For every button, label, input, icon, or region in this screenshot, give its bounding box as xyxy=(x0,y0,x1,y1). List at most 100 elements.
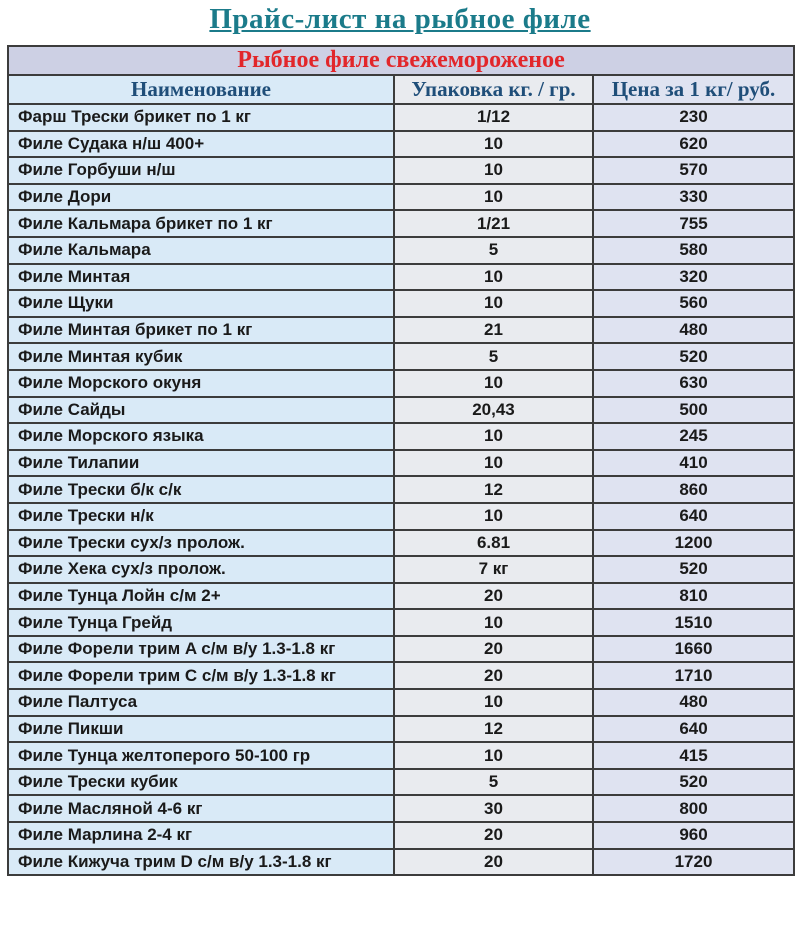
cell-pack: 20,43 xyxy=(393,395,594,425)
cell-price: 320 xyxy=(592,262,795,292)
column-header-price: Цена за 1 кг/ руб. xyxy=(592,74,795,105)
table-row: Филе Морского окуня 10 630 xyxy=(7,368,795,398)
cell-price: 410 xyxy=(592,448,795,478)
cell-pack: 21 xyxy=(393,315,594,345)
cell-pack: 10 xyxy=(393,156,594,185)
cell-price: 810 xyxy=(592,581,795,611)
cell-name: Филе Морского языка xyxy=(7,422,395,451)
cell-name: Филе Масляной 4-6 кг xyxy=(7,794,395,824)
cell-price: 860 xyxy=(592,475,795,504)
cell-price: 640 xyxy=(592,714,795,744)
cell-name: Филе Пикши xyxy=(7,714,395,744)
cell-price: 480 xyxy=(592,315,795,345)
cell-name: Филе Тилапии xyxy=(7,448,395,478)
cell-price: 520 xyxy=(592,342,795,371)
cell-price: 1710 xyxy=(592,661,795,691)
cell-name: Филе Тунца Лойн с/м 2+ xyxy=(7,581,395,611)
cell-price: 560 xyxy=(592,289,795,318)
cell-price: 500 xyxy=(592,395,795,425)
cell-name: Филе Сайды xyxy=(7,395,395,425)
table-row: Филе Тунца желтоперого 50-100 гр 10 415 xyxy=(7,741,795,770)
table-row: Филе Кальмара 5 580 xyxy=(7,235,795,265)
cell-name: Фарш Трески брикет по 1 кг xyxy=(7,103,395,132)
table-row: Филе Тилапии 10 410 xyxy=(7,448,795,478)
table-row: Филе Трески сух/з пролож. 6.81 1200 xyxy=(7,528,795,558)
cell-price: 1510 xyxy=(592,608,795,637)
cell-price: 755 xyxy=(592,209,795,238)
table-row: Филе Форели трим C с/м в/у 1.3-1.8 кг 20 1… xyxy=(7,661,795,691)
table-row: Филе Дори 10 330 xyxy=(7,182,795,212)
cell-pack: 7 кг xyxy=(393,555,594,584)
cell-pack: 10 xyxy=(393,129,594,159)
cell-name: Филе Трески н/к xyxy=(7,501,395,531)
cell-pack: 20 xyxy=(393,821,594,850)
cell-pack: 10 xyxy=(393,182,594,212)
cell-pack: 10 xyxy=(393,501,594,531)
cell-name: Филе Форели трим C с/м в/у 1.3-1.8 кг xyxy=(7,661,395,691)
cell-price: 520 xyxy=(592,767,795,797)
table-row: Филе Щуки 10 560 xyxy=(7,289,795,318)
cell-price: 520 xyxy=(592,555,795,584)
cell-pack: 1/21 xyxy=(393,209,594,238)
table-row: Филе Минтая брикет по 1 кг 21 480 xyxy=(7,315,795,345)
table-row: Филе Сайды 20,43 500 xyxy=(7,395,795,425)
table-row: Филе Минтая 10 320 xyxy=(7,262,795,292)
cell-name: Филе Трески кубик xyxy=(7,767,395,797)
cell-name: Филе Кижуча трим D с/м в/у 1.3-1.8 кг xyxy=(7,847,395,877)
cell-price: 570 xyxy=(592,156,795,185)
table-row: Филе Трески кубик 5 520 xyxy=(7,767,795,797)
table-row: Филе Хека сух/з пролож. 7 кг 520 xyxy=(7,555,795,584)
table-row: Фарш Трески брикет по 1 кг 1/12 230 xyxy=(7,103,795,132)
cell-price: 1720 xyxy=(592,847,795,877)
table-row: Филе Форели трим A с/м в/у 1.3-1.8 кг 20 1… xyxy=(7,634,795,664)
cell-name: Филе Форели трим A с/м в/у 1.3-1.8 кг xyxy=(7,634,395,664)
cell-pack: 10 xyxy=(393,608,594,637)
column-header-name: Наименование xyxy=(7,74,395,105)
cell-pack: 30 xyxy=(393,794,594,824)
table-row: Филе Тунца Грейд 10 1510 xyxy=(7,608,795,637)
cell-pack: 1/12 xyxy=(393,103,594,132)
cell-pack: 12 xyxy=(393,714,594,744)
cell-name: Филе Хека сух/з пролож. xyxy=(7,555,395,584)
table-row: Филе Палтуса 10 480 xyxy=(7,688,795,717)
cell-name: Филе Морского окуня xyxy=(7,368,395,398)
table-row: Филе Кальмара брикет по 1 кг 1/21 755 xyxy=(7,209,795,238)
cell-price: 800 xyxy=(592,794,795,824)
section-title: Рыбное филе свежемороженое xyxy=(7,45,795,76)
cell-name: Филе Палтуса xyxy=(7,688,395,717)
cell-price: 230 xyxy=(592,103,795,132)
cell-pack: 10 xyxy=(393,262,594,292)
table-body: Фарш Трески брикет по 1 кг 1/12 230 Филе Су… xyxy=(7,103,795,877)
cell-price: 330 xyxy=(592,182,795,212)
table-row: Филе Марлина 2-4 кг 20 960 xyxy=(7,821,795,850)
cell-pack: 20 xyxy=(393,634,594,664)
table-row: Филе Трески н/к 10 640 xyxy=(7,501,795,531)
cell-name: Филе Тунца желтоперого 50-100 гр xyxy=(7,741,395,770)
cell-name: Филе Кальмара xyxy=(7,235,395,265)
table-row: Филе Трески б/к с/к 12 860 xyxy=(7,475,795,504)
cell-price: 960 xyxy=(592,821,795,850)
cell-name: Филе Судака н/ш 400+ xyxy=(7,129,395,159)
cell-pack: 10 xyxy=(393,741,594,770)
cell-price: 415 xyxy=(592,741,795,770)
cell-price: 640 xyxy=(592,501,795,531)
cell-price: 620 xyxy=(592,129,795,159)
cell-pack: 20 xyxy=(393,847,594,877)
table-row: Филе Пикши 12 640 xyxy=(7,714,795,744)
cell-name: Филе Минтая xyxy=(7,262,395,292)
cell-pack: 12 xyxy=(393,475,594,504)
cell-name: Филе Дори xyxy=(7,182,395,212)
cell-price: 630 xyxy=(592,368,795,398)
cell-name: Филе Горбуши н/ш xyxy=(7,156,395,185)
cell-pack: 5 xyxy=(393,767,594,797)
table-row: Филе Масляной 4-6 кг 30 800 xyxy=(7,794,795,824)
cell-name: Филе Кальмара брикет по 1 кг xyxy=(7,209,395,238)
cell-name: Филе Минтая брикет по 1 кг xyxy=(7,315,395,345)
cell-price: 580 xyxy=(592,235,795,265)
cell-name: Филе Тунца Грейд xyxy=(7,608,395,637)
cell-pack: 5 xyxy=(393,235,594,265)
cell-pack: 20 xyxy=(393,581,594,611)
cell-name: Филе Марлина 2-4 кг xyxy=(7,821,395,850)
table-row: Филе Кижуча трим D с/м в/у 1.3-1.8 кг 20 1… xyxy=(7,847,795,877)
